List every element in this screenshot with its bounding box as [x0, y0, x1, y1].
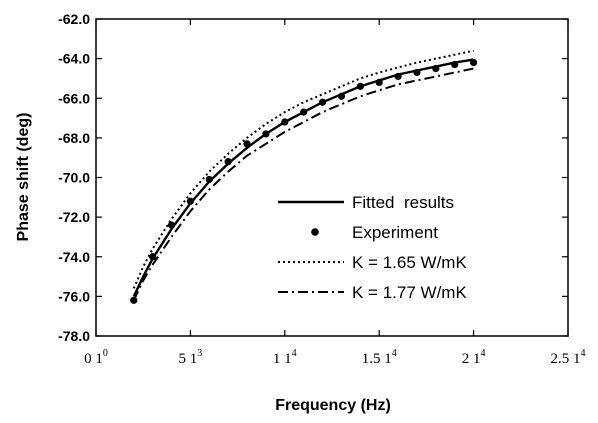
x-tick-mantissa: 0 1 — [84, 351, 103, 367]
x-tick-label: 2 14 — [462, 348, 486, 367]
x-axis-ticks: 0 10 5 13 1 14 1.5 14 2 14 2.5 14 — [84, 19, 586, 367]
y-tick-label: -64.0 — [58, 51, 90, 67]
experiment-point — [394, 72, 402, 81]
x-tick-exponent: 4 — [581, 348, 586, 359]
legend-label: K = 1.77 W/mK — [352, 283, 467, 302]
x-tick-exponent: 0 — [103, 348, 108, 359]
y-tick-label: -62.0 — [58, 11, 90, 27]
experiment-point — [130, 296, 138, 304]
x-tick-label: 1.5 14 — [362, 348, 397, 367]
x-tick-exponent: 4 — [480, 348, 485, 359]
experiment-point — [205, 175, 213, 184]
legend-label: K = 1.65 W/mK — [352, 253, 467, 272]
x-tick-label: 5 13 — [179, 348, 203, 367]
y-tick-label: -76.0 — [58, 288, 90, 304]
plot-frame — [95, 18, 569, 337]
experiment-point — [356, 82, 364, 90]
y-tick-label: -68.0 — [58, 130, 90, 146]
y-tick-label: -72.0 — [58, 209, 90, 225]
y-axis-title: Phase shift (deg) — [15, 113, 32, 242]
legend: Fitted results Experiment K = 1.65 W/mK K =… — [278, 193, 467, 302]
x-tick-label: 1 14 — [273, 348, 297, 367]
x-tick-label: 0 10 — [84, 348, 108, 367]
series-line-dashdot — [132, 67, 474, 301]
x-tick-exponent: 4 — [292, 348, 297, 359]
experiment-point — [224, 158, 232, 166]
x-tick-exponent: 4 — [392, 348, 397, 359]
experiment-point — [318, 98, 327, 106]
x-tick-mantissa: 1.5 1 — [362, 351, 392, 367]
experiment-point — [186, 197, 194, 205]
y-tick-label: -78.0 — [58, 328, 90, 344]
y-tick-label: -66.0 — [58, 90, 90, 106]
x-tick-mantissa: 1 1 — [273, 351, 292, 367]
series-layer — [130, 49, 478, 304]
experiment-point — [470, 58, 478, 67]
x-tick-exponent: 3 — [197, 348, 202, 359]
x-tick-mantissa: 5 1 — [179, 351, 198, 367]
legend-label: Experiment — [352, 223, 438, 242]
experiment-point — [375, 78, 383, 86]
experiment-point — [281, 118, 289, 126]
y-tick-label: -74.0 — [58, 249, 90, 265]
x-axis-title: Frequency (Hz) — [275, 397, 391, 414]
x-tick-mantissa: 2 1 — [462, 351, 481, 367]
experiment-point — [149, 253, 157, 261]
experiment-point — [243, 140, 251, 148]
legend-label: Fitted results — [352, 193, 454, 212]
series-line-dotted — [132, 49, 474, 289]
experiment-point — [451, 60, 459, 69]
x-tick-mantissa: 2.5 1 — [551, 351, 581, 367]
experiment-point — [337, 92, 346, 100]
experiment-point — [300, 108, 308, 116]
y-tick-label: -70.0 — [58, 170, 90, 186]
x-tick-label: 2.5 14 — [551, 348, 586, 367]
experiment-point — [262, 130, 270, 138]
y-axis-ticks: -62.0 -64.0 -66.0 -68.0 -70.0 -72.0 -74.0 -76.0… — [58, 11, 568, 344]
experiment-point — [432, 64, 440, 73]
experiment-point — [413, 68, 421, 77]
experiment-point — [167, 221, 176, 229]
legend-marker-experiment — [311, 228, 319, 236]
